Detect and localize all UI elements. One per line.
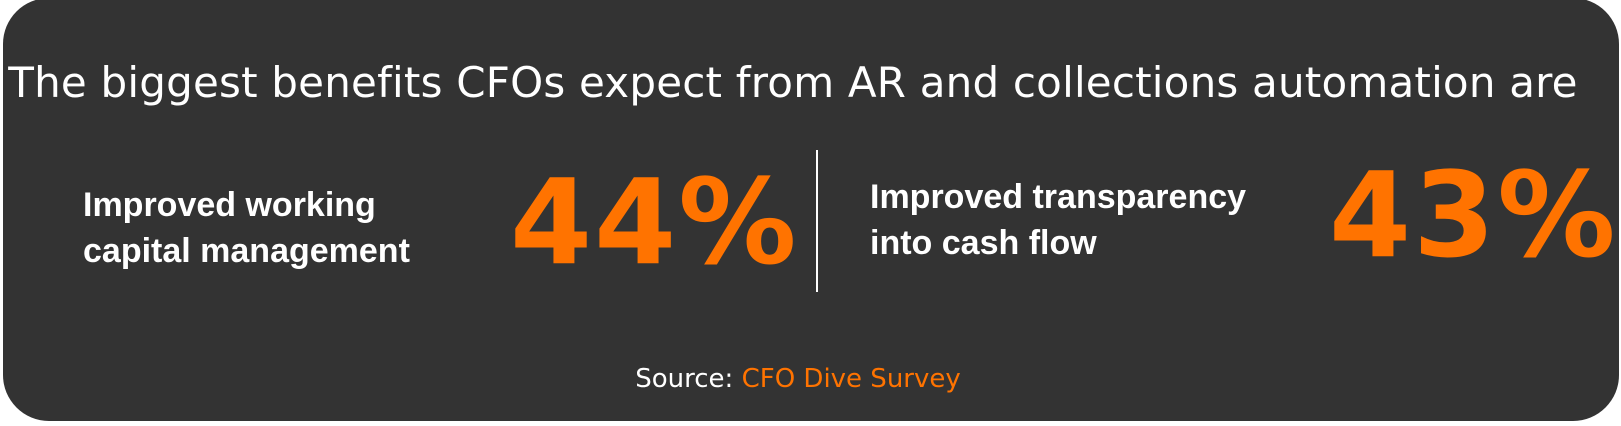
- stat-value-working-capital: 44%: [510, 153, 799, 291]
- source-prefix: Source:: [635, 364, 742, 394]
- stat-label-working-capital: Improved working capital management: [83, 182, 410, 274]
- stat-label-line: capital management: [83, 232, 410, 270]
- infographic-card: The biggest benefits CFOs expect from AR…: [3, 0, 1619, 421]
- stat-label-cash-flow: Improved transparency into cash flow: [870, 174, 1246, 266]
- source-name: CFO Dive Survey: [741, 364, 961, 394]
- stat-label-line: Improved working: [83, 186, 376, 224]
- stat-label-line: into cash flow: [870, 224, 1097, 262]
- vertical-divider: [816, 150, 818, 292]
- headline: The biggest benefits CFOs expect from AR…: [8, 58, 1578, 107]
- stat-value-cash-flow: 43%: [1329, 146, 1618, 284]
- stat-label-line: Improved transparency: [870, 178, 1247, 216]
- source-line: Source: CFO Dive Survey: [3, 364, 1593, 394]
